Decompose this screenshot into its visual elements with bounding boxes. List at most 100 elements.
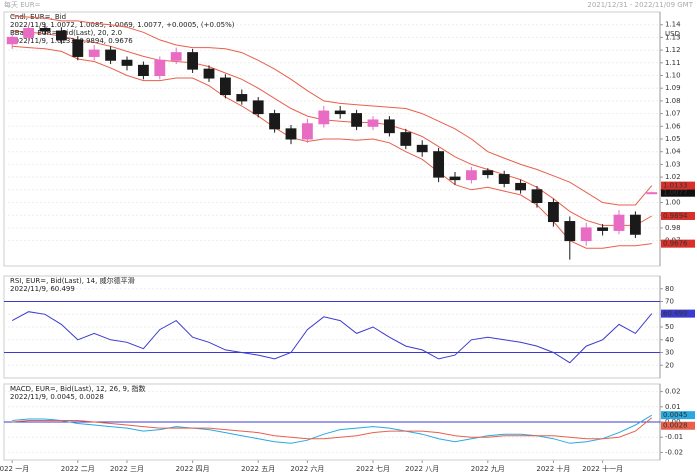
- candle-body: [219, 77, 231, 96]
- candle-body: [72, 39, 84, 57]
- price-tag: [661, 188, 695, 197]
- price-tag-label: 1.0133: [663, 182, 688, 190]
- candle-body: [597, 227, 609, 231]
- candle-body: [433, 151, 445, 178]
- price-tag-label: 0.9894: [663, 212, 688, 220]
- x-tick-label: 2022 九月: [471, 464, 505, 473]
- value-tag: [661, 421, 695, 430]
- value-tag-label: 60.499: [663, 310, 688, 318]
- x-tick-label: 2022 八月: [405, 465, 439, 473]
- y-tick-label: 20: [665, 361, 674, 369]
- candle-body: [646, 192, 658, 195]
- y-tick-label: 1.14: [665, 21, 681, 29]
- price-tag: [661, 239, 695, 248]
- candle-body: [465, 170, 477, 181]
- x-tick-label: 2022 二月: [61, 465, 95, 473]
- candle-body: [482, 170, 494, 176]
- candle-body: [531, 189, 543, 204]
- candle-body: [23, 28, 35, 38]
- panel-title: MACD, EUR=, Bid(Last), 12, 26, 9, 指数: [10, 384, 145, 393]
- candle-body: [367, 119, 379, 127]
- y-tick-label: 1.13: [665, 33, 681, 41]
- bollinger-middle: [12, 30, 653, 226]
- candle-body: [629, 214, 641, 235]
- candle-body: [203, 68, 215, 79]
- price-tag: [661, 181, 695, 190]
- y-tick-label: 0.98: [665, 224, 681, 232]
- candle-body: [236, 94, 248, 102]
- x-tick-label: 2022 五月: [241, 465, 275, 473]
- candle-body: [515, 182, 527, 191]
- panel-subtitle: 2022/11/9, 60.499: [10, 285, 75, 293]
- price-tag-label: 1.0077: [663, 189, 688, 197]
- candle-body: [88, 49, 100, 57]
- y-tick-label: 1.07: [665, 110, 681, 118]
- panel-subtitle: 2022/11/9, 0.0045, 0.0028: [10, 393, 104, 401]
- candle-body: [449, 176, 461, 181]
- candle-body: [301, 123, 313, 140]
- y-tick-label: 40: [665, 336, 674, 344]
- y-tick-label: 80: [665, 285, 674, 293]
- panel-subtitle: 2022/11/9, 1.0072, 1.0085, 1.0069, 1.007…: [10, 21, 235, 29]
- candle-body: [334, 110, 346, 115]
- header-right: 2021/12/31 - 2022/11/09 GMT: [587, 1, 693, 9]
- x-tick-label: 2022 一月: [0, 465, 29, 473]
- y-tick-label: 1.00: [665, 199, 681, 207]
- x-tick-label: 2022 十月: [536, 464, 570, 473]
- y-tick-label: 1.10: [665, 72, 681, 80]
- y-tick-label: 70: [665, 298, 674, 306]
- candle-body: [564, 221, 576, 242]
- y-tick-label: 1.06: [665, 122, 681, 130]
- header-left: 每天 EUR=: [4, 0, 41, 9]
- bollinger-upper: [12, 15, 653, 206]
- y-tick-label: 1.05: [665, 135, 681, 143]
- y-tick-label: 1.09: [665, 84, 681, 92]
- value-tag: [661, 411, 695, 420]
- y-tick-label: 1.02: [665, 173, 681, 181]
- candle-body: [154, 59, 166, 76]
- panel-title: RSI, EUR=, Bid(Last), 14, 威尔德平滑: [10, 276, 135, 285]
- candle-body: [547, 202, 559, 223]
- candle-body: [269, 113, 281, 130]
- y-tick-label: -0.01: [665, 433, 683, 441]
- value-tag-label: 0.0045: [663, 411, 688, 419]
- series-line: [11, 311, 653, 364]
- y-tick-label: 1.04: [665, 148, 681, 156]
- y-tick-label: 50: [665, 323, 674, 331]
- price-tag: [661, 211, 695, 220]
- overlay-subtitle: 2022/11/9, 1.0133, 0.9894, 0.9676: [10, 37, 133, 45]
- y-tick-label: 1.12: [665, 46, 681, 54]
- candle-body: [170, 52, 182, 61]
- candle-body: [400, 132, 412, 146]
- candle-body: [121, 59, 133, 66]
- y-tick-label: 0.01: [665, 403, 681, 411]
- candle-body: [39, 28, 51, 32]
- series-line: [12, 417, 653, 440]
- panel-title: Cndl, EUR=, Bid: [10, 13, 66, 21]
- candle-body: [6, 36, 18, 45]
- y-tick-label: 1.08: [665, 97, 681, 105]
- candle-body: [613, 214, 625, 231]
- candle-body: [137, 64, 149, 76]
- candle-body: [416, 144, 428, 153]
- value-tag-label: 0.0028: [663, 422, 688, 430]
- value-tag: [661, 309, 695, 318]
- x-tick-label: 2022 十一月: [582, 464, 623, 473]
- candle-body: [105, 49, 117, 61]
- series-line: [12, 414, 653, 444]
- candle-body: [351, 113, 363, 127]
- y-tick-label: 0.02: [665, 388, 681, 396]
- candle-body: [187, 52, 199, 70]
- x-tick-label: 2022 六月: [290, 464, 324, 473]
- x-tick-label: 2022 四月: [176, 465, 210, 473]
- bollinger-lower: [12, 45, 652, 249]
- candle-body: [252, 100, 264, 115]
- x-tick-label: 2022 七月: [356, 464, 390, 473]
- price-tag-label: 0.9676: [663, 240, 688, 248]
- axis-unit: USD: [665, 30, 680, 38]
- y-tick-label: -0.02: [665, 448, 683, 456]
- candle-body: [383, 119, 395, 134]
- y-tick-label: 1.11: [665, 59, 681, 67]
